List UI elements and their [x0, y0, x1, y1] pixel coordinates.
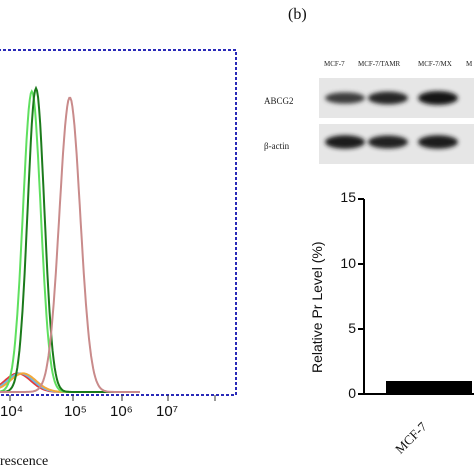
- x-axis-title: rescence: [0, 454, 49, 469]
- x-axis-ticks: [9, 395, 216, 401]
- blot-band: [418, 91, 458, 105]
- histogram-curves: [0, 85, 140, 393]
- blot-band: [325, 135, 365, 149]
- x-tick-label: 10⁵: [64, 403, 87, 420]
- x-tick-label: 10⁷: [156, 403, 179, 420]
- blot-band: [325, 92, 365, 104]
- plot-frame: [0, 49, 237, 396]
- x-tick-label: 10⁶: [110, 403, 133, 420]
- x-tick-label: 10⁴: [0, 403, 24, 420]
- blot-lane-label: MCF-7/MX: [418, 60, 452, 68]
- y-tick-label: 15: [340, 189, 356, 205]
- blot-lane-label: MCF-7: [324, 60, 345, 68]
- blot-row-label-beta-actin: β-actin: [264, 141, 290, 151]
- blot-lane-label: MCF-7/TAMR: [358, 60, 401, 68]
- blot-lane-label: M: [466, 60, 473, 68]
- y-axis-title: Relative Pr Level (%): [309, 241, 325, 374]
- blot-row-label-abcg2: ABCG2: [264, 96, 294, 106]
- y-tick-label: 0: [348, 385, 356, 401]
- blot-band: [368, 135, 408, 149]
- blot-band: [418, 135, 458, 149]
- panel-label-b: (b): [288, 6, 307, 23]
- histogram-curve: [0, 96, 140, 393]
- blot-band: [368, 91, 408, 105]
- bar: [386, 381, 472, 394]
- y-tick-label: 10: [340, 255, 356, 271]
- y-tick-label: 5: [348, 320, 356, 336]
